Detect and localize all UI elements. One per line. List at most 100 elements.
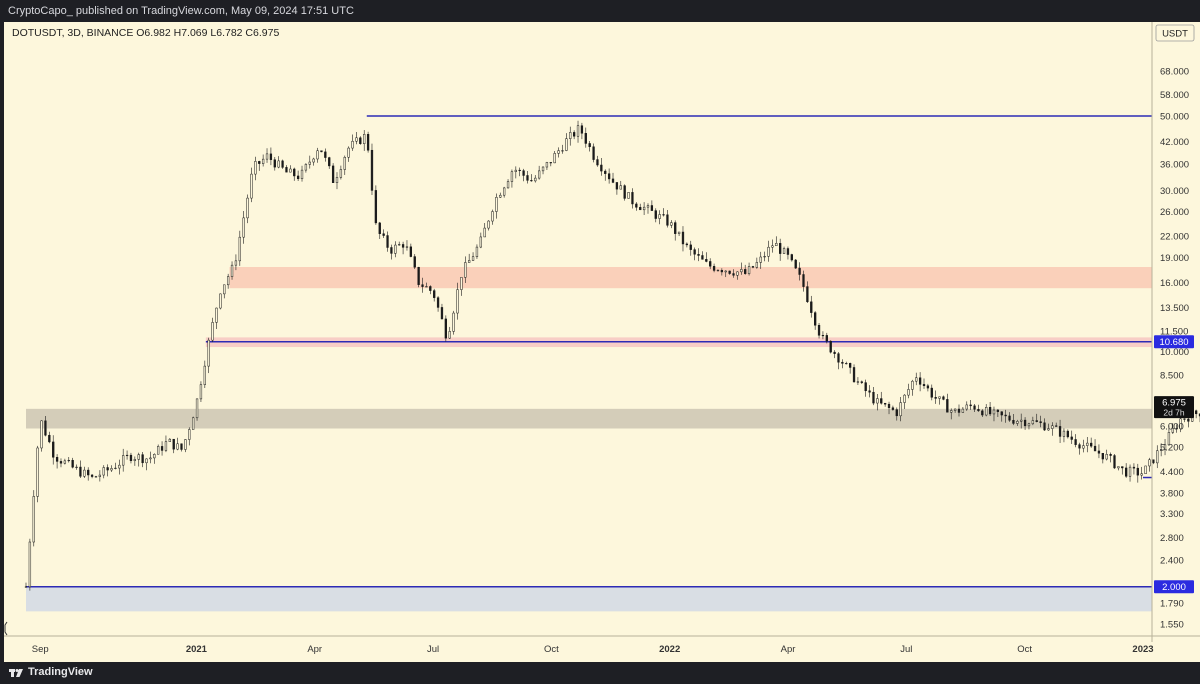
candle-144 xyxy=(584,127,587,148)
footer-bar: TradingView xyxy=(0,662,1200,684)
x-tick-2: Apr xyxy=(307,644,322,655)
y-tick-17: 4.400 xyxy=(1160,467,1184,478)
candle-270 xyxy=(1074,434,1077,448)
candle-59 xyxy=(254,156,257,181)
currency-label: USDT xyxy=(1162,29,1188,40)
candle-97 xyxy=(401,241,405,255)
candle-132 xyxy=(537,165,541,180)
currency-badge[interactable] xyxy=(1155,24,1195,42)
y-tick-12: 10.000 xyxy=(1160,347,1189,358)
candle-4 xyxy=(40,420,43,452)
y-tick-16: 5.200 xyxy=(1160,442,1184,453)
candle-22 xyxy=(110,465,113,473)
candle-258 xyxy=(1027,422,1031,430)
candle-11 xyxy=(67,457,70,463)
candle-86 xyxy=(359,136,362,145)
candle-242 xyxy=(965,401,968,411)
candle-83 xyxy=(347,146,350,162)
candle-42 xyxy=(188,427,191,446)
x-tick-6: Apr xyxy=(781,644,796,655)
candle-44 xyxy=(195,398,199,421)
candle-228 xyxy=(911,379,914,396)
candle-292 xyxy=(1159,443,1163,457)
candle-211 xyxy=(845,361,848,365)
candle-31 xyxy=(145,458,148,471)
candle-95 xyxy=(394,241,397,258)
candle-179 xyxy=(720,268,724,276)
candle-226 xyxy=(903,394,906,409)
candle-49 xyxy=(215,307,218,329)
chart-area[interactable]: Main target = $15-$17First target = $10-… xyxy=(4,22,1200,662)
zone-band-3 xyxy=(26,586,1152,612)
candle-191 xyxy=(767,240,770,262)
candle-147 xyxy=(596,155,599,167)
candle-267 xyxy=(1062,428,1066,443)
y-tick-4: 36.000 xyxy=(1160,160,1189,171)
candle-78 xyxy=(328,156,331,169)
candle-161 xyxy=(650,200,654,211)
candle-134 xyxy=(545,161,549,170)
candle-202 xyxy=(810,295,813,318)
candle-278 xyxy=(1105,449,1108,461)
candle-230 xyxy=(918,372,922,392)
candle-252 xyxy=(1004,409,1007,423)
candle-151 xyxy=(611,172,615,184)
candle-60 xyxy=(258,160,261,171)
candle-272 xyxy=(1082,439,1085,453)
candle-73 xyxy=(308,155,311,169)
candle-160 xyxy=(646,203,650,214)
candle-176 xyxy=(709,258,712,270)
candle-197 xyxy=(790,253,793,262)
price-chart-svg[interactable]: Main target = $15-$17First target = $10-… xyxy=(4,22,1200,662)
candle-203 xyxy=(814,311,817,330)
candle-67 xyxy=(285,165,288,173)
candle-66 xyxy=(281,159,284,169)
y-tick-24: 1.550 xyxy=(1160,620,1184,631)
candle-126 xyxy=(514,166,517,179)
candle-156 xyxy=(631,188,634,209)
y-tick-10: 13.500 xyxy=(1160,303,1189,314)
candle-96 xyxy=(398,241,401,246)
candle-90 xyxy=(374,185,378,225)
candle-56 xyxy=(242,210,245,244)
candle-186 xyxy=(747,262,751,276)
candle-250 xyxy=(996,409,1000,417)
candle-162 xyxy=(654,208,657,223)
candle-263 xyxy=(1047,423,1050,431)
candle-62 xyxy=(265,148,269,163)
candle-168 xyxy=(677,231,681,236)
candle-185 xyxy=(744,264,747,275)
candle-283 xyxy=(1125,463,1128,478)
candle-9 xyxy=(59,458,63,468)
candle-288 xyxy=(1144,465,1147,474)
candle-166 xyxy=(670,220,673,229)
candle-222 xyxy=(887,401,891,415)
candle-54 xyxy=(234,254,238,271)
candles-layer xyxy=(24,120,1200,591)
candle-114 xyxy=(468,253,471,263)
candle-18 xyxy=(94,475,98,478)
candle-212 xyxy=(848,362,852,374)
y-tick-5: 30.000 xyxy=(1160,186,1189,197)
candle-192 xyxy=(771,239,774,253)
candle-214 xyxy=(856,377,860,386)
candle-80 xyxy=(335,172,339,190)
candle-116 xyxy=(475,244,479,259)
candle-291 xyxy=(1156,445,1159,469)
y-tick-19: 3.300 xyxy=(1160,509,1184,520)
candle-125 xyxy=(510,169,514,188)
candle-20 xyxy=(102,465,105,479)
y-tick-0: 68.000 xyxy=(1160,67,1189,78)
candle-146 xyxy=(592,143,595,163)
candle-236 xyxy=(942,395,945,401)
candle-210 xyxy=(841,359,844,369)
candle-57 xyxy=(246,194,249,224)
candle-0 xyxy=(24,582,28,588)
candle-19 xyxy=(98,470,102,482)
candle-135 xyxy=(549,162,552,167)
scroll-handle-icon[interactable] xyxy=(4,621,8,636)
x-tick-4: Oct xyxy=(544,644,559,655)
candle-77 xyxy=(324,148,327,162)
candle-187 xyxy=(751,265,755,269)
candle-124 xyxy=(506,179,510,189)
